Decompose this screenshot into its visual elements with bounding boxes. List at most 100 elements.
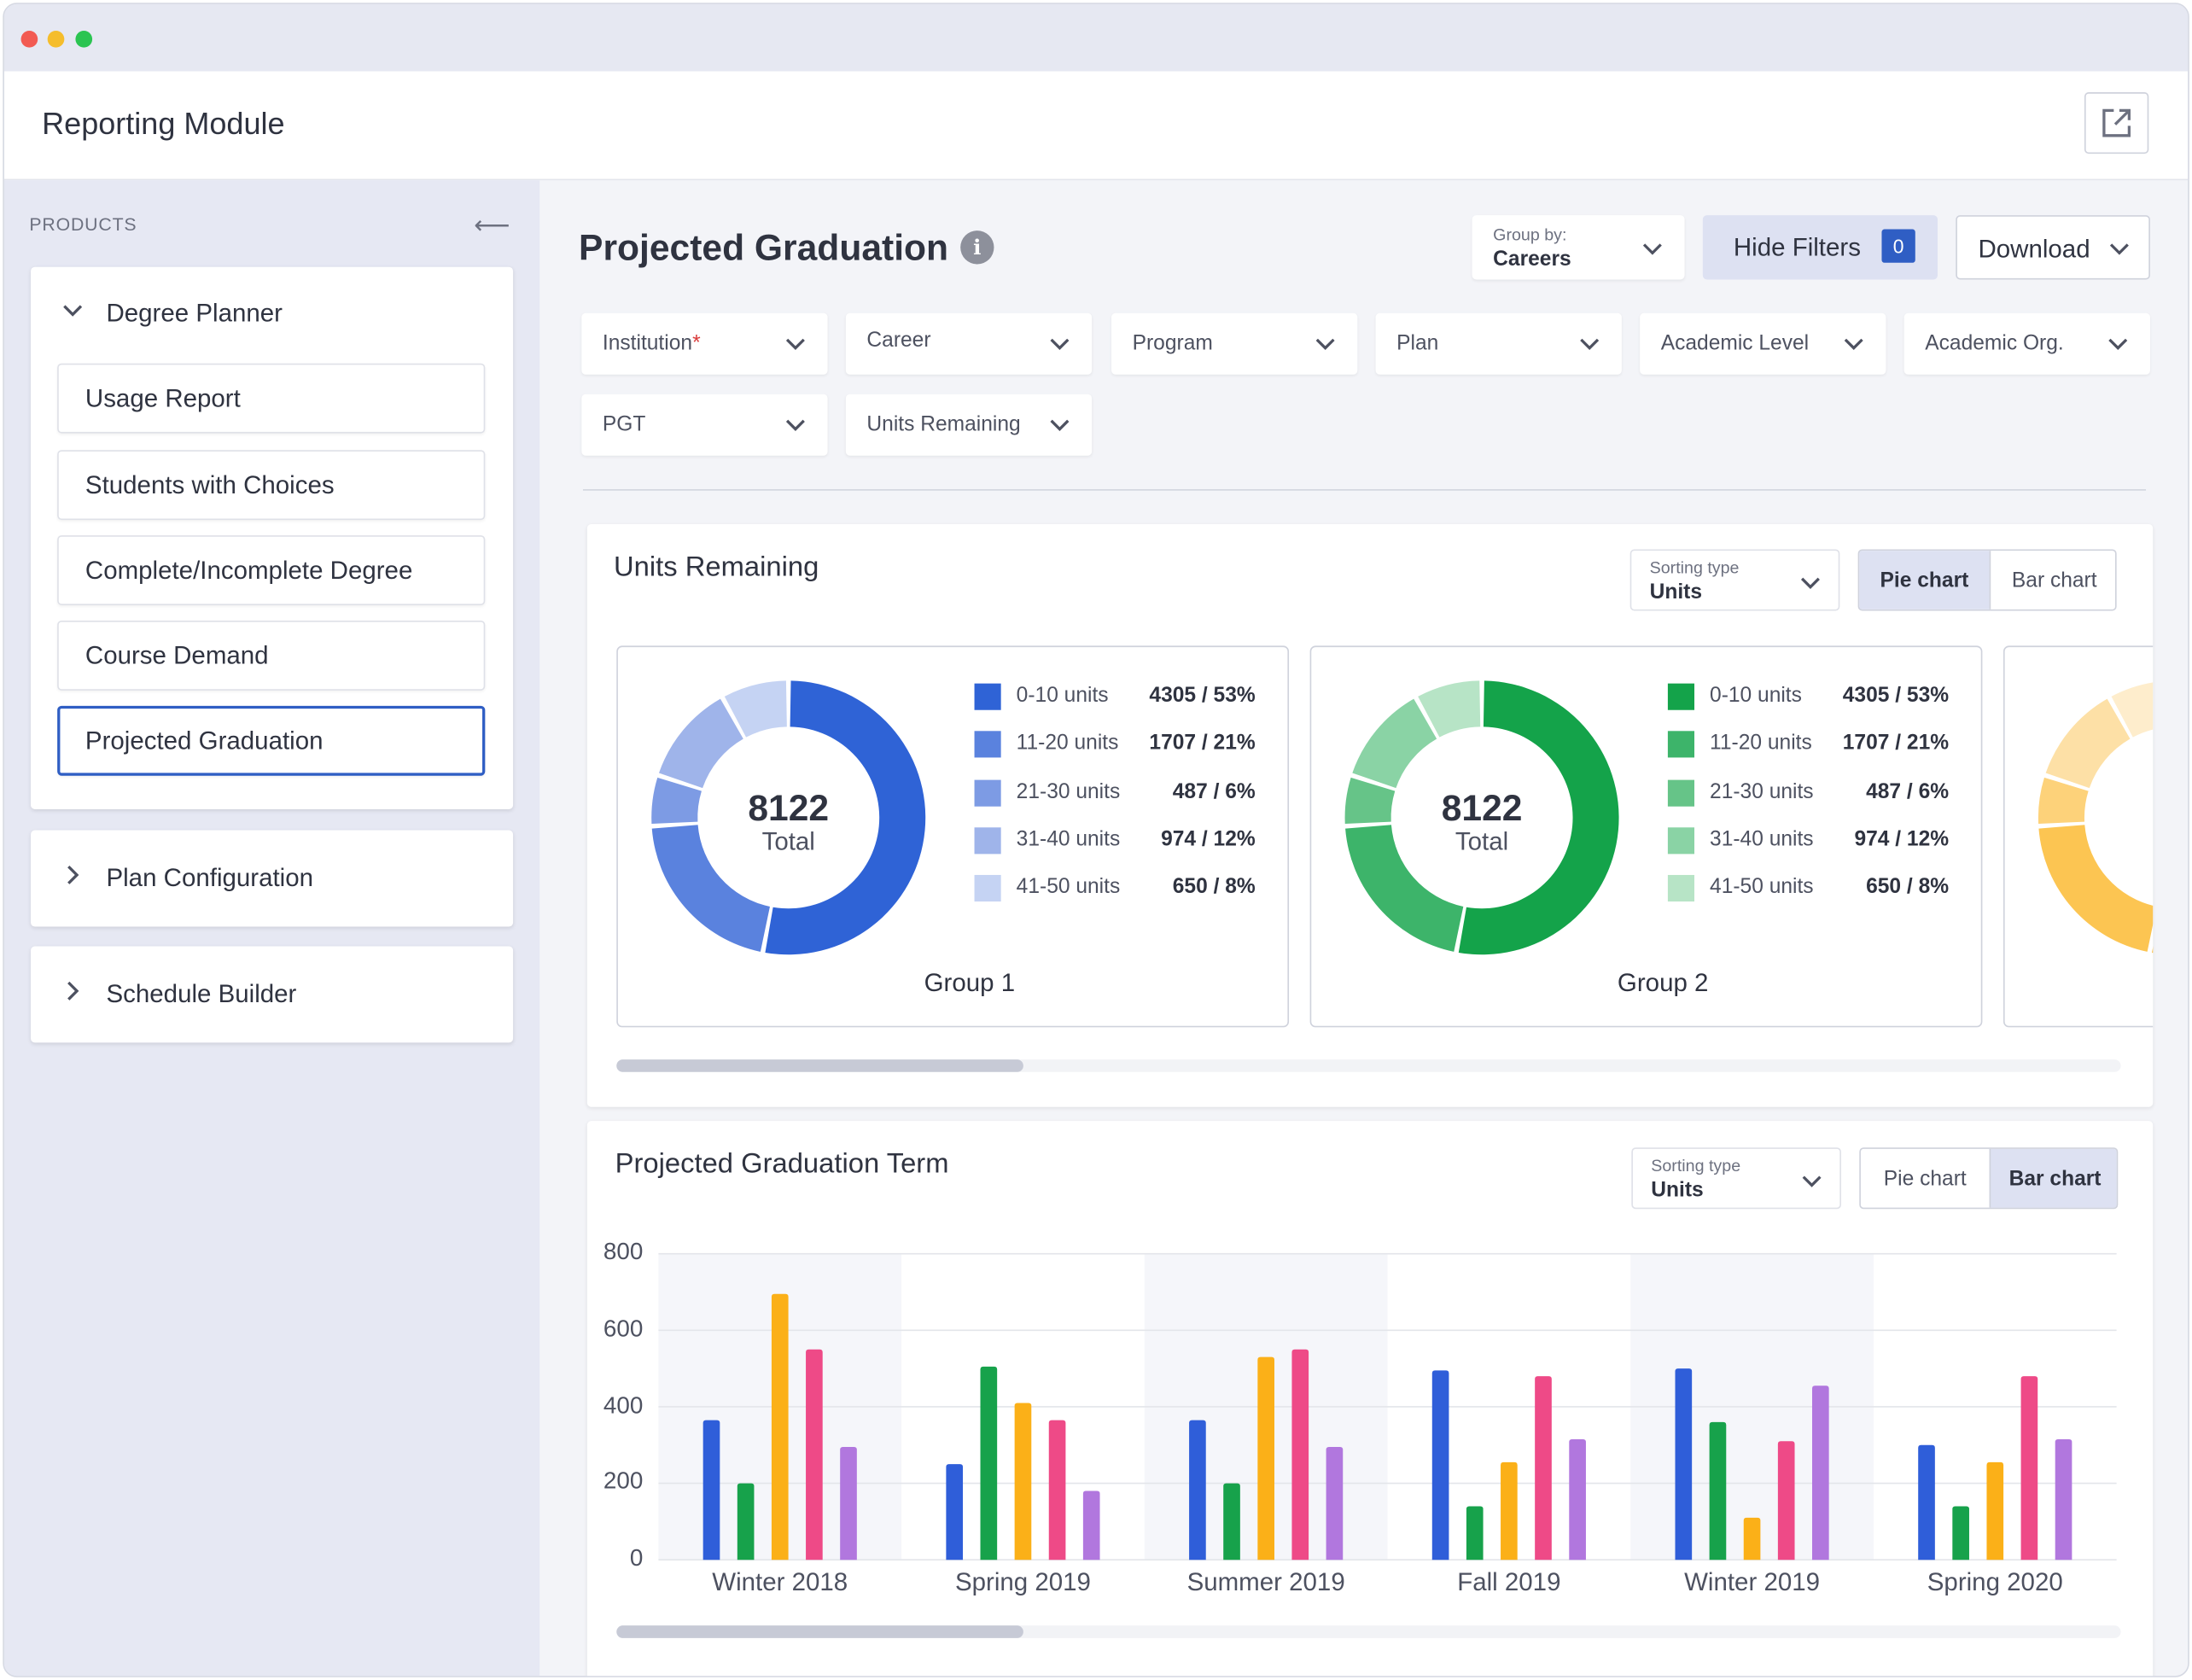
donut-slice-31-40-units[interactable] — [2045, 698, 2131, 789]
bar-spring-2019-series-5[interactable] — [1082, 1490, 1100, 1560]
bar-spring-2019-series-1[interactable] — [946, 1464, 964, 1560]
product-card-schedule-builder[interactable]: Schedule Builder — [31, 946, 514, 1043]
filter-academic-level[interactable]: Academic Level — [1640, 312, 1886, 375]
open-external-button[interactable] — [2084, 92, 2149, 155]
donut-slice-41-50-units[interactable] — [1418, 680, 1481, 738]
minimize-window-button[interactable] — [47, 31, 65, 48]
scrollbar-thumb[interactable] — [616, 1059, 1023, 1072]
bar-winter-2019-series-5[interactable] — [1811, 1385, 1829, 1560]
bar-spring-2020-series-3[interactable] — [1986, 1461, 2004, 1560]
bar-fall-2019-series-4[interactable] — [1535, 1376, 1552, 1560]
sorting-type-select[interactable]: Sorting type Units — [1631, 1147, 1841, 1210]
pie-chart-toggle[interactable]: Pie chart — [1859, 551, 1990, 610]
bar-winter-2019-series-3[interactable] — [1743, 1517, 1761, 1560]
bar-fall-2019-series-1[interactable] — [1431, 1370, 1449, 1560]
bar-spring-2020-series-2[interactable] — [1952, 1506, 1969, 1560]
product-card-plan-configuration[interactable]: Plan Configuration — [31, 830, 514, 927]
donut-slice-31-40-units[interactable] — [1352, 698, 1437, 789]
filter-program[interactable]: Program — [1111, 312, 1358, 375]
legend-category: 41-50 units — [1016, 875, 1121, 900]
donut-chart — [1344, 680, 1619, 955]
filter-label: PGT — [602, 412, 646, 436]
bar-summer-2019-series-1[interactable] — [1189, 1420, 1206, 1560]
group-by-select[interactable]: Group by: Careers — [1472, 215, 1685, 280]
bar-winter-2019-series-2[interactable] — [1709, 1421, 1727, 1560]
donut-slice-11-20-units[interactable] — [651, 825, 770, 952]
bar-winter-2019-series-1[interactable] — [1675, 1368, 1693, 1560]
bar-winter-2018-series-4[interactable] — [806, 1349, 823, 1560]
donut-slice-41-50-units[interactable] — [724, 680, 787, 738]
bar-spring-2020-series-5[interactable] — [2055, 1439, 2072, 1560]
filter-units-remaining[interactable]: Units Remaining — [845, 394, 1093, 456]
bar-spring-2019-series-2[interactable] — [980, 1366, 998, 1560]
donut-slice-0-10-units[interactable] — [765, 680, 926, 955]
bar-chart-toggle[interactable]: Bar chart — [1989, 1148, 2117, 1208]
filter-label: Units Remaining — [866, 412, 1021, 436]
units-horizontal-scrollbar[interactable] — [616, 1059, 2121, 1072]
filter-career[interactable]: Career — [845, 312, 1093, 375]
legend-item: 41-50 units 650 / 8% — [974, 874, 1256, 902]
bar-fall-2019-series-5[interactable] — [1569, 1439, 1586, 1560]
nav-item-complete-incomplete-degree[interactable]: Complete/Incomplete Degree — [57, 535, 486, 605]
bar-winter-2018-series-5[interactable] — [840, 1447, 857, 1560]
donut-slice-0-10-units[interactable] — [2152, 680, 2154, 954]
sorting-type-select[interactable]: Sorting type Units — [1629, 549, 1840, 611]
x-axis-category-label: Spring 2020 — [1927, 1568, 2063, 1596]
bar-summer-2019-series-2[interactable] — [1223, 1483, 1240, 1560]
close-window-button[interactable] — [20, 31, 38, 48]
bar-summer-2019-series-3[interactable] — [1257, 1356, 1274, 1560]
donut-total-label: Total — [1455, 827, 1509, 856]
hide-filters-button[interactable]: Hide Filters 0 — [1702, 215, 1938, 280]
bar-winter-2018-series-1[interactable] — [702, 1420, 720, 1560]
bar-spring-2020-series-1[interactable] — [1918, 1444, 1935, 1560]
bar-winter-2018-series-3[interactable] — [771, 1293, 789, 1560]
legend-swatch — [1667, 779, 1695, 807]
bar-chart-toggle[interactable]: Bar chart — [1989, 551, 2115, 610]
donut-slice-11-20-units[interactable] — [2038, 825, 2154, 952]
donut-slice-21-30-units[interactable] — [1344, 777, 1396, 824]
donut-slice-31-40-units[interactable] — [658, 698, 743, 789]
units-remaining-panel: Units Remaining Sorting type Units Pie c… — [586, 523, 2154, 1107]
maximize-window-button[interactable] — [75, 31, 93, 48]
bar-summer-2019-series-5[interactable] — [1326, 1447, 1344, 1560]
bar-winter-2019-series-4[interactable] — [1777, 1441, 1795, 1560]
filter-plan[interactable]: Plan — [1375, 312, 1622, 375]
chevron-down-icon — [63, 305, 83, 317]
term-horizontal-scrollbar[interactable] — [616, 1625, 2121, 1638]
nav-item-course-demand[interactable]: Course Demand — [57, 620, 486, 691]
filter-institution[interactable]: Institution* — [581, 312, 828, 375]
bar-spring-2019-series-4[interactable] — [1048, 1420, 1066, 1560]
bar-fall-2019-series-3[interactable] — [1501, 1461, 1518, 1560]
nav-item-projected-graduation[interactable]: Projected Graduation — [57, 705, 486, 776]
x-axis-category-label: Fall 2019 — [1457, 1568, 1561, 1596]
legend-count: 1707 / 21% — [1842, 731, 1950, 755]
bar-fall-2019-series-2[interactable] — [1466, 1506, 1484, 1560]
x-axis-category-label: Spring 2019 — [954, 1568, 1091, 1596]
legend-category: 0-10 units — [1016, 683, 1109, 708]
donut-slice-0-10-units[interactable] — [1458, 680, 1619, 955]
product-header-degree-planner[interactable]: Degree Planner — [31, 267, 513, 359]
collapse-sidebar-arrow-icon[interactable]: ⟵ — [474, 211, 510, 239]
bar-winter-2018-series-2[interactable] — [737, 1483, 755, 1560]
scrollbar-thumb[interactable] — [616, 1625, 1023, 1638]
chevron-down-icon — [1315, 338, 1335, 351]
donut-slice-41-50-units[interactable] — [2111, 680, 2154, 738]
pie-chart-toggle[interactable]: Pie chart — [1883, 1167, 1967, 1191]
nav-item-students-with-choices[interactable]: Students with Choices — [57, 450, 486, 521]
product-header-plan-configuration[interactable]: Plan Configuration — [31, 831, 513, 924]
nav-item-usage-report[interactable]: Usage Report — [57, 363, 486, 434]
bar-spring-2020-series-4[interactable] — [2020, 1376, 2038, 1560]
info-icon[interactable]: i — [960, 230, 994, 265]
bar-spring-2019-series-3[interactable] — [1014, 1403, 1032, 1560]
product-header-schedule-builder[interactable]: Schedule Builder — [31, 948, 513, 1040]
download-button[interactable]: Download — [1956, 215, 2150, 280]
donut-slice-21-30-units[interactable] — [2038, 777, 2089, 824]
panel-title: Projected Graduation Term — [615, 1148, 949, 1180]
bar-summer-2019-series-4[interactable] — [1291, 1349, 1309, 1560]
filter-pgt[interactable]: PGT — [581, 394, 828, 456]
donut-slice-21-30-units[interactable] — [651, 777, 702, 824]
main-content: Projected Graduation i Group by: Careers… — [539, 180, 2188, 1677]
filter-academic-org[interactable]: Academic Org. — [1903, 312, 2150, 375]
app-header: Reporting Module — [3, 71, 2189, 181]
donut-slice-11-20-units[interactable] — [1345, 825, 1464, 952]
